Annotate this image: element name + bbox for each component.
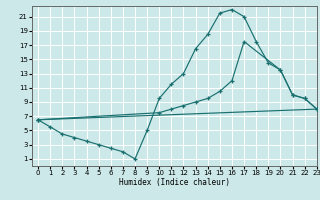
X-axis label: Humidex (Indice chaleur): Humidex (Indice chaleur)	[119, 178, 230, 187]
